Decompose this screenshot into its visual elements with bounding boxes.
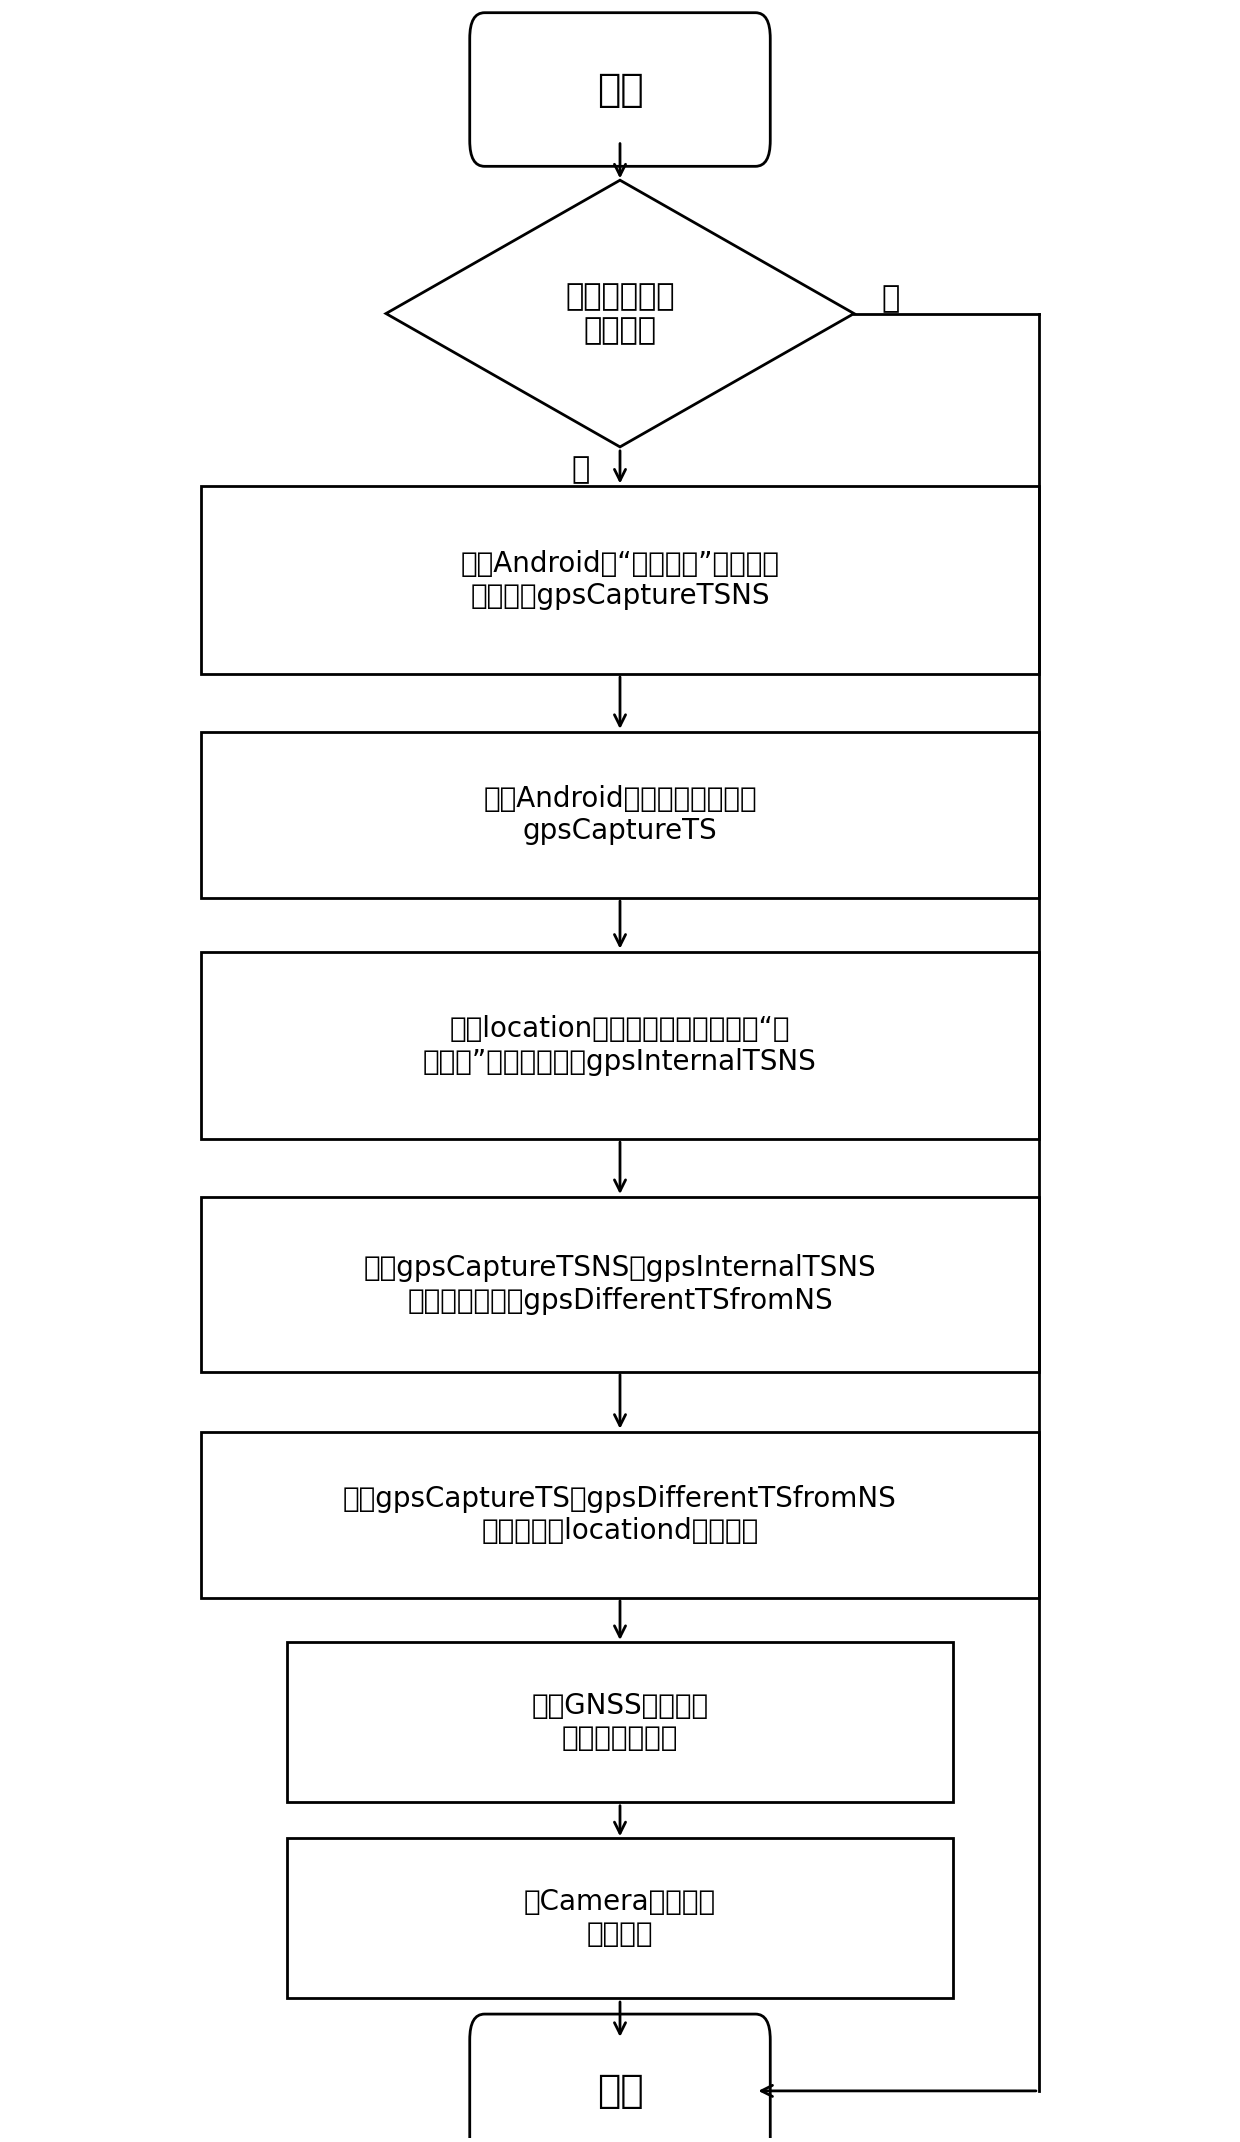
Text: 否: 否 bbox=[882, 285, 900, 313]
Text: 是: 是 bbox=[572, 454, 590, 484]
Text: 结束: 结束 bbox=[596, 2071, 644, 2110]
Text: 获取Android当前时间戳，记为
gpsCaptureTS: 获取Android当前时间戳，记为 gpsCaptureTS bbox=[484, 784, 756, 846]
Text: 获取GNSS位置和速
度、航向角信息: 获取GNSS位置和速 度、航向角信息 bbox=[532, 1692, 708, 1752]
Bar bbox=[201, 1431, 1039, 1598]
Text: 计算gpsCaptureTSNS与gpsInternalTSNS
差值，获得记为gpsDifferentTSfromNS: 计算gpsCaptureTSNS与gpsInternalTSNS 差值，获得记为… bbox=[363, 1255, 877, 1315]
Polygon shape bbox=[386, 180, 854, 448]
Bar bbox=[201, 486, 1039, 675]
Text: 获取location对象在位置更新时的自“系
统启动”纳秒数，记为gpsInternalTSNS: 获取location对象在位置更新时的自“系 统启动”纳秒数，记为gpsInte… bbox=[423, 1015, 817, 1075]
Text: 开始: 开始 bbox=[596, 71, 644, 109]
Bar bbox=[288, 1641, 952, 1801]
Text: 向Camera对象发送
取帧信号: 向Camera对象发送 取帧信号 bbox=[525, 1887, 715, 1949]
Bar bbox=[288, 1838, 952, 1998]
Text: 使用gpsCaptureTS和gpsDifferentTSfromNS
获取准确的locationd的时间戳: 使用gpsCaptureTS和gpsDifferentTSfromNS 获取准确… bbox=[343, 1484, 897, 1544]
Text: 是否前一帧取
帧已完毕: 是否前一帧取 帧已完毕 bbox=[565, 283, 675, 345]
Bar bbox=[201, 951, 1039, 1140]
FancyBboxPatch shape bbox=[470, 13, 770, 167]
FancyBboxPatch shape bbox=[470, 2013, 770, 2142]
Text: 获取Android自“系统启动”后的纳秒
数，记为gpsCaptureTSNS: 获取Android自“系统启动”后的纳秒 数，记为gpsCaptureTSNS bbox=[460, 550, 780, 610]
Bar bbox=[201, 733, 1039, 897]
Bar bbox=[201, 1197, 1039, 1371]
